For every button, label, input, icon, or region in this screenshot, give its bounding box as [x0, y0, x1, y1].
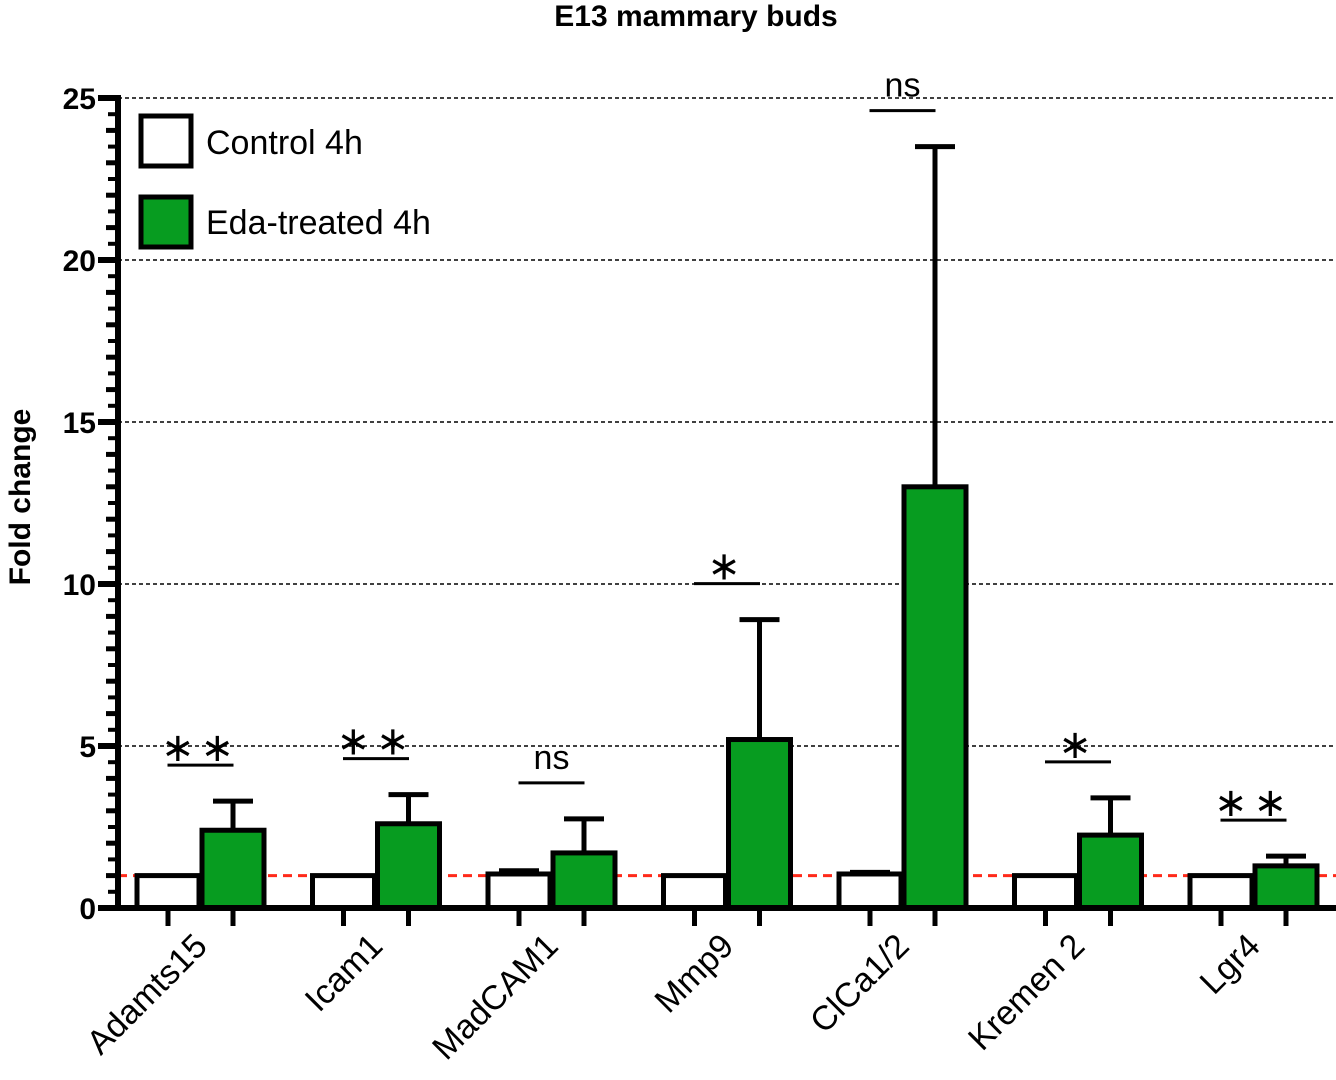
significance-label: ∗	[707, 544, 747, 590]
legend-label-eda: Eda-treated 4h	[206, 204, 431, 242]
x-tick-labels: Adamts15 Icam1 MadCAM1 Mmp9 ClCa1/2 Kremen 2 L…	[80, 908, 1289, 1067]
bar	[1077, 832, 1144, 911]
x-tick-label: ClCa1/2	[803, 927, 917, 1041]
y-tick-label: 10	[63, 569, 96, 602]
legend: Control 4h Eda-treated 4h	[138, 113, 431, 250]
y-tick-labels: 0 5 10 15 20 25	[63, 83, 118, 926]
y-tick-label: 20	[63, 245, 96, 278]
x-tick-label: Icam1	[298, 927, 390, 1019]
significance-annotations: ∗∗ ∗∗ ns∗ns∗∗∗	[161, 67, 1293, 827]
significance-label: ns	[885, 67, 921, 105]
bar	[1252, 863, 1320, 911]
y-tick-label: 5	[79, 731, 96, 764]
significance-label: ∗	[1058, 722, 1098, 768]
x-tick-label: Kremen 2	[961, 927, 1092, 1058]
bar	[550, 850, 618, 911]
x-tick-label: Mmp9	[647, 927, 741, 1021]
gridlines	[118, 97, 1336, 747]
y-axis-label: Fold change	[4, 409, 37, 586]
significance-label: ns	[534, 739, 570, 777]
significance-label: ∗∗	[1214, 780, 1293, 826]
significance-label: ∗∗	[336, 719, 415, 765]
y-tick-label: 15	[63, 407, 96, 440]
legend-swatch-eda	[138, 194, 194, 250]
bar	[901, 484, 969, 911]
bar	[485, 871, 553, 911]
y-tick-label: 25	[63, 83, 96, 116]
x-tick-label: MadCAM1	[425, 927, 565, 1067]
x-tick-label: Adamts15	[80, 927, 215, 1062]
chart-title: E13 mammary buds	[554, 0, 837, 33]
legend-swatch-control	[138, 113, 194, 169]
legend-label-control: Control 4h	[206, 124, 363, 162]
bar	[726, 737, 793, 911]
bar	[1187, 873, 1255, 911]
error-bars	[213, 144, 1306, 875]
x-tick-label: Lgr4	[1193, 927, 1268, 1002]
bar	[375, 821, 442, 911]
bar	[310, 873, 377, 911]
bar	[1012, 873, 1079, 911]
bar	[836, 871, 904, 911]
significance-label: ∗∗	[161, 725, 240, 771]
bar	[134, 873, 202, 911]
y-tick-label: 0	[79, 893, 96, 926]
bar	[199, 827, 267, 911]
bar	[661, 873, 728, 911]
